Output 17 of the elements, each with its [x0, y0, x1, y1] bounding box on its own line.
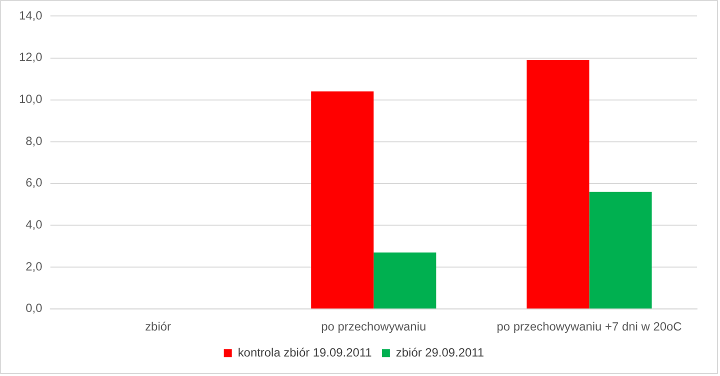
y-tick-label: 8,0 — [26, 134, 43, 148]
x-tick-label: po przechowywaniu +7 dni w 20oC — [496, 319, 682, 334]
y-tick-label: 2,0 — [26, 259, 43, 274]
legend-label: kontrola zbiór 19.09.2011 — [238, 345, 372, 360]
x-tick-label: po przechowywaniu — [321, 319, 426, 334]
legend-label: zbiór 29.09.2011 — [396, 345, 484, 360]
bar — [311, 91, 374, 308]
bar — [374, 252, 436, 308]
y-tick-label: 12,0 — [18, 50, 43, 64]
y-tick-label: 10,0 — [18, 92, 43, 106]
bar — [589, 192, 652, 308]
y-tick-label: 6,0 — [26, 176, 43, 190]
y-tick-label: 4,0 — [26, 218, 43, 232]
y-tick-label: 14,0 — [18, 8, 43, 22]
x-tick-label: zbiór — [145, 319, 171, 334]
bar — [526, 60, 590, 308]
y-tick-label: 0,0 — [26, 301, 43, 316]
